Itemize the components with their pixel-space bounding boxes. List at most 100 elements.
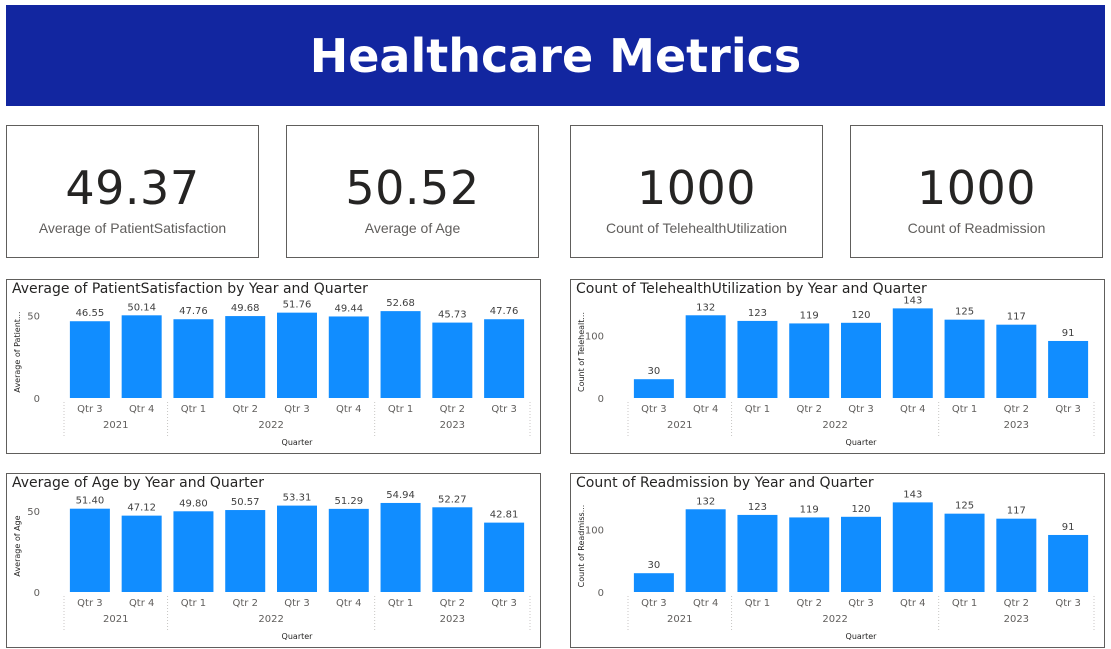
kpi-card-telehealth[interactable]: 1000 Count of TelehealthUtilization [570, 125, 823, 258]
bar [1048, 340, 1089, 398]
kpi-card-age[interactable]: 50.52 Average of Age [286, 125, 539, 258]
x-tick-label: Qtr 4 [336, 598, 361, 609]
data-label: 42.81 [490, 510, 519, 521]
x-tick-label: Qtr 3 [284, 404, 309, 415]
x-group-label: 2023 [1004, 420, 1029, 431]
x-tick-label: Qtr 4 [336, 404, 361, 415]
kpi-card-patient-satisfaction[interactable]: 49.37 Average of PatientSatisfaction [6, 125, 259, 258]
bar [277, 312, 317, 398]
data-label: 91 [1062, 328, 1075, 339]
data-label: 30 [648, 560, 661, 571]
bar [737, 320, 778, 398]
x-group-label: 2021 [667, 420, 692, 431]
kpi-value: 50.52 [345, 161, 480, 215]
x-tick-label: Qtr 1 [388, 598, 413, 609]
bar [841, 516, 881, 592]
data-label: 132 [696, 496, 715, 507]
bar [996, 518, 1037, 592]
x-tick-label: Qtr 3 [491, 598, 516, 609]
data-label: 120 [851, 310, 870, 321]
x-tick-label: Qtr 3 [1055, 404, 1080, 415]
chart-patient-satisfaction[interactable]: Average of PatientSatisfaction by Year a… [6, 279, 541, 454]
data-label: 123 [748, 502, 767, 513]
bar [789, 517, 830, 592]
x-tick-label: Qtr 3 [77, 598, 102, 609]
data-label: 119 [800, 310, 819, 321]
bar [380, 502, 421, 592]
bar [328, 316, 369, 398]
x-tick-label: Qtr 3 [641, 598, 666, 609]
x-axis-label: Quarter [282, 438, 314, 447]
bar-chart: Count of Telehealt... 0 100 30 Qtr 3 132 Qtr 4… [577, 295, 1095, 447]
y-tick-label: 0 [598, 588, 604, 599]
kpi-value: 1000 [916, 161, 1037, 215]
bar [121, 315, 162, 398]
x-tick-label: Qtr 4 [129, 598, 154, 609]
bar [892, 502, 933, 592]
bar [484, 522, 525, 592]
data-label: 125 [955, 501, 974, 512]
x-tick-label: Qtr 2 [1004, 404, 1029, 415]
bar [484, 319, 525, 398]
x-group-label: 2022 [822, 614, 847, 625]
x-tick-label: Qtr 4 [900, 598, 925, 609]
chart-readmission[interactable]: Count of Readmission by Year and Quarter… [570, 473, 1105, 648]
data-label: 52.27 [438, 494, 467, 505]
bar [173, 319, 214, 398]
x-tick-label: Qtr 3 [284, 598, 309, 609]
data-label: 46.55 [76, 308, 105, 319]
x-tick-label: Qtr 2 [1004, 598, 1029, 609]
x-group-label: 2022 [258, 614, 283, 625]
data-label: 91 [1062, 522, 1075, 533]
x-group-label: 2021 [103, 614, 128, 625]
data-label: 52.68 [386, 298, 415, 309]
bar [996, 324, 1037, 398]
y-tick-label: 50 [27, 312, 40, 323]
bar [737, 514, 778, 592]
kpi-value: 49.37 [65, 161, 200, 215]
x-group-label: 2023 [440, 614, 465, 625]
data-label: 132 [696, 302, 715, 313]
kpi-card-readmission[interactable]: 1000 Count of Readmission [850, 125, 1103, 258]
x-tick-label: Qtr 3 [848, 598, 873, 609]
x-axis-label: Quarter [846, 632, 878, 641]
chart-title: Count of Readmission by Year and Quarter [576, 475, 874, 491]
x-group-label: 2023 [1004, 614, 1029, 625]
x-tick-label: Qtr 1 [745, 404, 770, 415]
bar-chart: Average of Patient... 0 50 46.55 Qtr 3 50.14 Q… [13, 298, 531, 447]
y-axis-label: Average of Patient... [13, 311, 22, 392]
x-group-label: 2021 [103, 420, 128, 431]
data-label: 49.44 [334, 303, 363, 314]
bar [892, 308, 933, 398]
x-tick-label: Qtr 2 [796, 598, 821, 609]
x-group-label: 2022 [822, 420, 847, 431]
data-label: 50.57 [231, 497, 260, 508]
x-tick-label: Qtr 3 [491, 404, 516, 415]
y-tick-label: 50 [27, 507, 40, 518]
x-tick-label: Qtr 4 [129, 404, 154, 415]
data-label: 143 [903, 489, 922, 500]
chart-telehealth[interactable]: Count of TelehealthUtilization by Year a… [570, 279, 1105, 454]
bar [944, 513, 985, 592]
data-label: 47.12 [127, 503, 156, 514]
chart-age[interactable]: Average of Age by Year and Quarter Avera… [6, 473, 541, 648]
data-label: 117 [1007, 506, 1026, 517]
x-tick-label: Qtr 3 [641, 404, 666, 415]
data-label: 53.31 [283, 493, 312, 504]
chart-title: Average of PatientSatisfaction by Year a… [12, 281, 368, 297]
data-label: 54.94 [386, 490, 415, 501]
y-tick-label: 0 [34, 588, 40, 599]
y-axis-label: Average of Age [13, 515, 22, 576]
bar [633, 573, 674, 592]
bar [432, 322, 473, 398]
y-axis-label: Count of Telehealt... [577, 312, 586, 392]
data-label: 47.76 [179, 306, 208, 317]
bar-chart: Count of Readmiss... 0 100 30 Qtr 3 132 Qtr 4 1… [577, 489, 1095, 641]
bar [121, 515, 162, 592]
x-group-label: 2022 [258, 420, 283, 431]
x-axis-label: Quarter [282, 632, 314, 641]
kpi-label: Average of Age [364, 220, 461, 236]
bar [944, 319, 985, 398]
x-group-label: 2021 [667, 614, 692, 625]
bar [789, 323, 830, 398]
